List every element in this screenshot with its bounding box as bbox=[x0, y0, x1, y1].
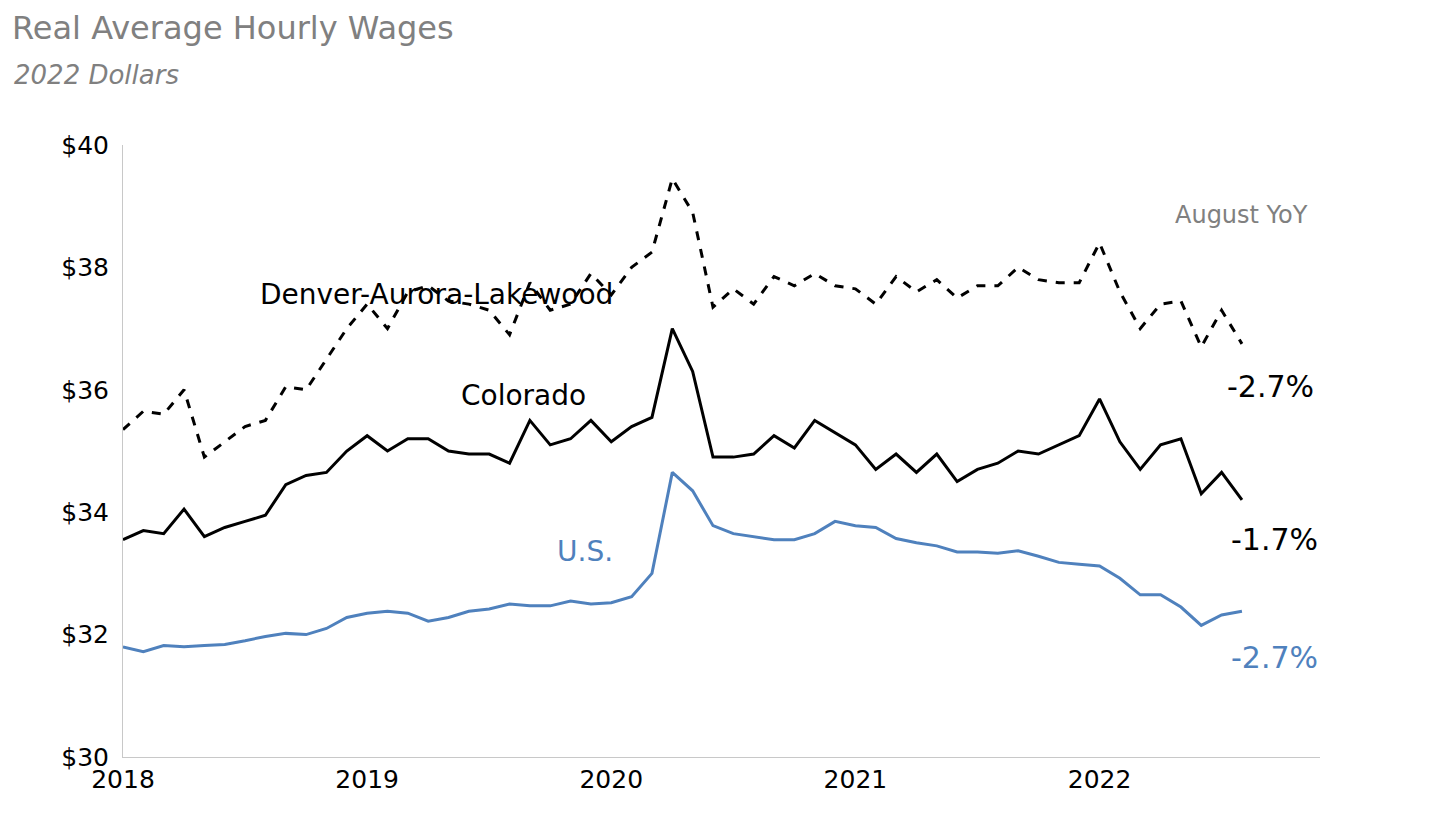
svg-text:$38: $38 bbox=[61, 253, 109, 282]
svg-text:2018: 2018 bbox=[91, 765, 155, 794]
svg-text:2022 Dollars: 2022 Dollars bbox=[14, 60, 179, 90]
svg-text:2021: 2021 bbox=[824, 765, 888, 794]
svg-text:$34: $34 bbox=[61, 498, 109, 527]
svg-text:2019: 2019 bbox=[335, 765, 399, 794]
svg-text:$32: $32 bbox=[61, 620, 109, 649]
svg-text:2022: 2022 bbox=[1068, 765, 1132, 794]
svg-text:-2.7%: -2.7% bbox=[1231, 640, 1318, 675]
svg-text:-2.7%: -2.7% bbox=[1227, 369, 1314, 404]
svg-text:$40: $40 bbox=[61, 131, 109, 160]
svg-text:$30: $30 bbox=[61, 743, 109, 772]
svg-text:Real Average Hourly Wages: Real Average Hourly Wages bbox=[12, 9, 454, 47]
svg-text:2020: 2020 bbox=[579, 765, 643, 794]
svg-text:August YoY: August YoY bbox=[1175, 201, 1308, 229]
svg-text:$36: $36 bbox=[61, 376, 109, 405]
svg-text:-1.7%: -1.7% bbox=[1231, 522, 1318, 557]
svg-text:Denver-Aurora-Lakewood: Denver-Aurora-Lakewood bbox=[260, 278, 613, 311]
svg-text:Colorado: Colorado bbox=[461, 379, 586, 412]
svg-text:U.S.: U.S. bbox=[557, 535, 613, 568]
